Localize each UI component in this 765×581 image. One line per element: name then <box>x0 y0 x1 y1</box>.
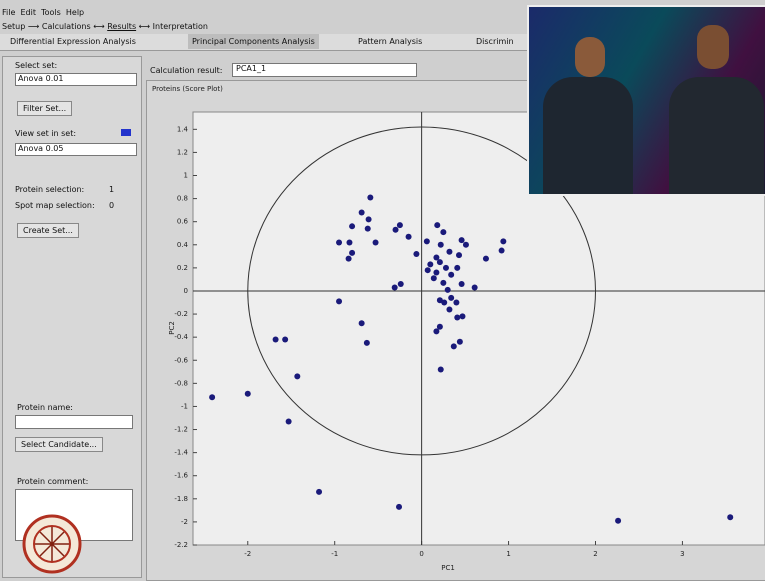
point <box>286 418 292 424</box>
point <box>294 373 300 379</box>
y-tick-label: 0.2 <box>177 264 188 272</box>
point <box>443 265 449 271</box>
point <box>431 275 437 281</box>
y-tick-label: 1.4 <box>177 125 189 133</box>
x-tick-label: 3 <box>680 550 684 558</box>
point <box>434 222 440 228</box>
point <box>393 227 399 233</box>
point <box>483 256 489 262</box>
point <box>209 394 215 400</box>
x-tick-label: 2 <box>593 550 597 558</box>
point <box>336 239 342 245</box>
point <box>398 281 404 287</box>
point <box>453 300 459 306</box>
point <box>364 340 370 346</box>
point <box>615 518 621 524</box>
y-tick-label: 0.4 <box>177 241 189 249</box>
point <box>463 242 469 248</box>
point <box>359 320 365 326</box>
point <box>438 242 444 248</box>
video-inset <box>527 5 765 196</box>
point <box>454 265 460 271</box>
point <box>413 251 419 257</box>
point <box>396 504 402 510</box>
point <box>445 287 451 293</box>
point <box>346 256 352 262</box>
point <box>499 248 505 254</box>
point <box>441 300 447 306</box>
y-tick-label: -1.4 <box>174 449 188 457</box>
point <box>446 249 452 255</box>
y-tick-label: -1 <box>181 402 188 410</box>
point <box>433 328 439 334</box>
point <box>425 267 431 273</box>
point <box>427 261 433 267</box>
point <box>457 339 463 345</box>
x-tick-label: -2 <box>244 550 251 558</box>
point <box>472 285 478 291</box>
point <box>440 229 446 235</box>
point <box>440 280 446 286</box>
point <box>349 250 355 256</box>
x-tick-label: -1 <box>331 550 338 558</box>
y-tick-label: -1.2 <box>174 426 188 434</box>
point <box>406 234 412 240</box>
y-tick-label: 0.8 <box>177 195 188 203</box>
point <box>727 514 733 520</box>
point <box>245 391 251 397</box>
point <box>454 315 460 321</box>
point <box>346 239 352 245</box>
point <box>397 222 403 228</box>
point <box>336 298 342 304</box>
point <box>349 223 355 229</box>
chart-title: Proteins (Score Plot) <box>152 85 223 93</box>
presenter <box>669 77 764 194</box>
y-tick-label: -0.2 <box>174 310 188 318</box>
point <box>438 366 444 372</box>
point <box>448 272 454 278</box>
point <box>437 259 443 265</box>
point <box>500 238 506 244</box>
y-tick-label: -0.8 <box>174 379 188 387</box>
y-tick-label: -0.4 <box>174 333 188 341</box>
x-tick-label: 1 <box>506 550 510 558</box>
point <box>392 285 398 291</box>
y-tick-label: -1.8 <box>174 495 188 503</box>
point <box>446 306 452 312</box>
point <box>366 216 372 222</box>
y-tick-label: 1.2 <box>177 148 188 156</box>
point <box>459 281 465 287</box>
point <box>459 237 465 243</box>
point <box>365 226 371 232</box>
point <box>273 336 279 342</box>
app-window: File Edit Tools Help Setup ⟶ Calculation… <box>0 0 765 579</box>
point <box>448 295 454 301</box>
presenter-head <box>697 25 729 69</box>
point <box>433 269 439 275</box>
point <box>424 238 430 244</box>
point <box>456 252 462 258</box>
point <box>451 343 457 349</box>
point <box>373 239 379 245</box>
point <box>316 489 322 495</box>
y-tick-label: -2.2 <box>174 541 188 549</box>
y-tick-label: -2 <box>181 518 188 526</box>
x-tick-label: 0 <box>419 550 423 558</box>
point <box>459 313 465 319</box>
x-axis-label: PC1 <box>441 564 455 572</box>
point <box>282 336 288 342</box>
y-tick-label: 1 <box>184 172 188 180</box>
y-tick-label: 0 <box>184 287 188 295</box>
y-tick-label: 0.6 <box>177 218 189 226</box>
point <box>359 209 365 215</box>
point <box>367 194 373 200</box>
presenter <box>543 77 633 194</box>
y-tick-label: -1.6 <box>174 472 188 480</box>
presenter-head <box>575 37 605 77</box>
y-tick-label: -0.6 <box>174 356 188 364</box>
